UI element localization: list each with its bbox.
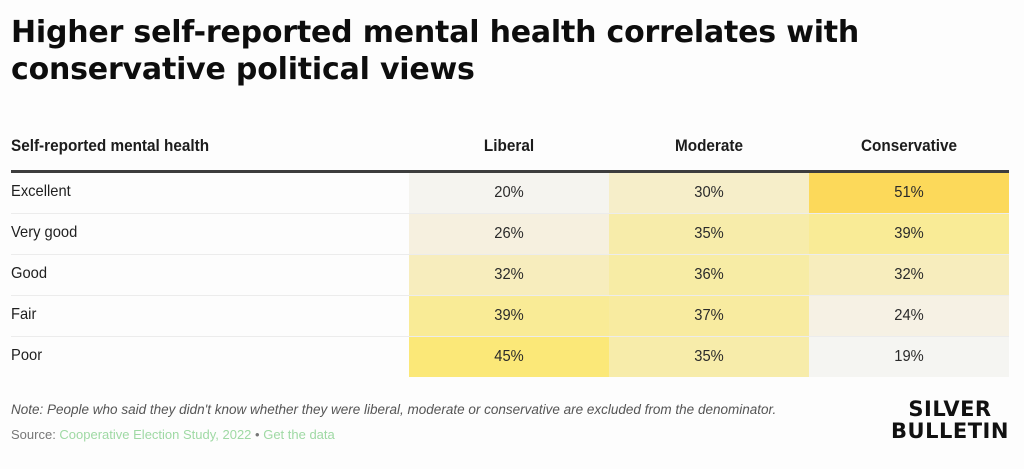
separator: • [251, 427, 264, 442]
cell-value: 26% [494, 225, 524, 242]
cell-value: 35% [694, 348, 724, 365]
cell-value: 39% [894, 225, 924, 242]
source-line: Source: Cooperative Election Study, 2022… [11, 427, 335, 442]
heatmap-cell-moderate: 35% [609, 337, 809, 377]
heatmap-cell-conservative: 51% [809, 173, 1009, 213]
cell-value: 35% [694, 225, 724, 242]
row-label: Fair [11, 306, 37, 323]
column-header-liberal: Liberal [483, 136, 535, 155]
heatmap-cell-conservative: 19% [809, 337, 1009, 377]
cell-value: 36% [694, 266, 724, 283]
heatmap-table: Self-reported mental health Liberal Mode… [11, 120, 1009, 377]
table-row: Fair 39% 37% 24% [11, 296, 1009, 337]
heatmap-cell-liberal: 32% [409, 255, 609, 295]
footnote: Note: People who said they didn't know w… [11, 402, 777, 417]
silver-bulletin-logo: SILVER BULLETIN [885, 398, 1015, 442]
row-label: Poor [11, 347, 43, 364]
table-row: Good 32% 36% 32% [11, 255, 1009, 296]
column-header-moderate: Moderate [674, 136, 744, 155]
heatmap-cell-moderate: 36% [609, 255, 809, 295]
table-row: Excellent 20% 30% 51% [11, 173, 1009, 214]
heatmap-cell-moderate: 30% [609, 173, 809, 213]
heatmap-cell-moderate: 37% [609, 296, 809, 336]
table-row: Poor 45% 35% 19% [11, 337, 1009, 377]
table-body: Excellent 20% 30% 51% Very good 26% 35% 39% Good… [11, 173, 1009, 377]
heatmap-cell-liberal: 45% [409, 337, 609, 377]
cell-value: 32% [494, 266, 524, 283]
row-header-label: Self-reported mental health [11, 136, 210, 155]
cell-value: 24% [894, 307, 924, 324]
heatmap-cell-liberal: 26% [409, 214, 609, 254]
table-row: Very good 26% 35% 39% [11, 214, 1009, 255]
column-header-conservative: Conservative [860, 136, 958, 155]
heatmap-cell-conservative: 24% [809, 296, 1009, 336]
heatmap-cell-liberal: 39% [409, 296, 609, 336]
logo-line-1: SILVER [908, 397, 992, 421]
get-data-link[interactable]: Get the data [263, 427, 335, 442]
table-header: Self-reported mental health Liberal Mode… [11, 120, 1009, 173]
cell-value: 19% [894, 348, 924, 365]
source-label: Source: [11, 427, 60, 442]
logo-line-2: BULLETIN [891, 419, 1009, 443]
row-label: Excellent [11, 183, 71, 200]
cell-value: 45% [494, 348, 524, 365]
heatmap-cell-conservative: 32% [809, 255, 1009, 295]
cell-value: 20% [494, 184, 524, 201]
cell-value: 37% [694, 307, 724, 324]
heatmap-cell-liberal: 20% [409, 173, 609, 213]
cell-value: 30% [694, 184, 724, 201]
cell-value: 39% [494, 307, 524, 324]
cell-value: 51% [894, 184, 924, 201]
chart-title: Higher self-reported mental health corre… [11, 15, 860, 87]
source-link[interactable]: Cooperative Election Study, 2022 [59, 427, 252, 442]
row-label: Very good [11, 224, 78, 241]
row-label: Good [11, 265, 48, 282]
heatmap-cell-moderate: 35% [609, 214, 809, 254]
heatmap-cell-conservative: 39% [809, 214, 1009, 254]
cell-value: 32% [894, 266, 924, 283]
